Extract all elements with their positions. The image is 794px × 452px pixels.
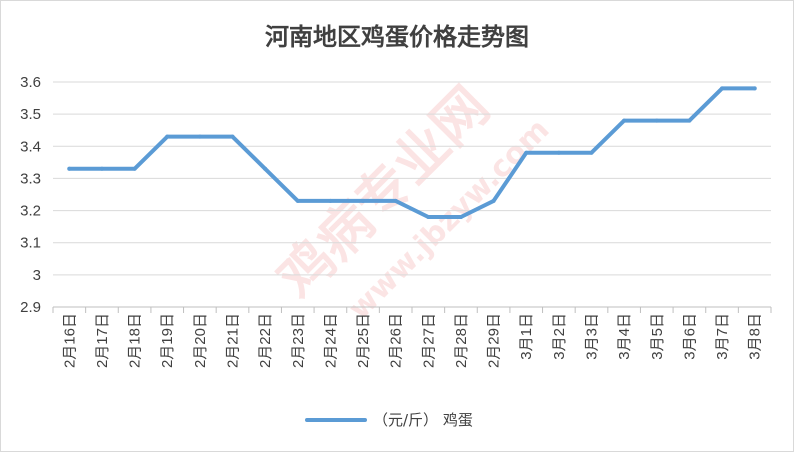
x-tick-label: 3月6日 [681,313,698,360]
chart-title: 河南地区鸡蛋价格走势图 [265,22,529,51]
y-tick-label: 3.3 [20,170,41,187]
data-point [687,118,692,123]
x-tick-label: 2月23日 [290,313,307,368]
x-tick-label: 2月20日 [192,313,209,368]
data-point [622,118,627,123]
data-point [361,198,366,203]
data-point [295,198,300,203]
x-tick-label: 3月1日 [518,313,535,360]
data-point [524,150,529,155]
x-tick-label: 3月8日 [747,313,764,360]
series-layer [67,86,757,219]
data-point [328,198,333,203]
x-tick-label: 2月27日 [420,313,437,368]
y-tick-label: 3 [33,267,41,284]
x-tick-label: 3月5日 [649,313,666,360]
data-point [458,215,463,219]
x-tick-label: 2月18日 [127,313,144,368]
y-tick-label: 3.2 [20,203,41,220]
data-point [654,118,659,123]
data-point [426,215,431,219]
x-tick-label: 2月17日 [94,313,111,368]
data-point [752,86,757,91]
legend-label: （元/斤） 鸡蛋 [373,411,473,429]
data-point [263,166,268,171]
x-tick-label: 3月4日 [616,313,633,360]
data-point [230,134,235,139]
y-tick-label: 3.1 [20,235,41,252]
x-tick-label: 2月29日 [486,313,503,368]
x-tick-label: 3月7日 [714,313,731,360]
data-point [491,198,496,203]
data-point [99,166,104,171]
data-point [720,86,725,91]
data-point [165,134,170,139]
x-tick-label: 2月25日 [355,313,372,368]
x-tick-label: 2月21日 [225,313,242,368]
x-tick-label: 3月2日 [551,313,568,360]
data-point [132,166,137,171]
data-point [197,134,202,139]
y-tick-label: 2.9 [20,299,41,316]
series-line [67,86,757,219]
data-point [393,198,398,203]
y-axis: 3.6 3.5 3.4 3.3 3.2 3.1 3 2.9 [20,74,41,316]
x-tick-label: 2月19日 [159,313,176,368]
y-tick-label: 3.6 [20,74,41,91]
x-tick-label: 2月26日 [388,313,405,368]
data-point [556,150,561,155]
x-tick-label: 3月3日 [584,313,601,360]
legend: （元/斤） 鸡蛋 [305,411,473,429]
x-tick-label: 2月16日 [61,313,78,368]
y-tick-label: 3.4 [20,138,41,155]
data-point [67,166,72,171]
data-point [589,150,594,155]
x-tick-label: 2月24日 [322,313,339,368]
x-tick-label: 2月28日 [453,313,470,368]
y-tick-label: 3.5 [20,106,41,123]
x-tick-label: 2月22日 [257,313,274,368]
x-axis: 2月16日 2月17日 2月18日 2月19日 2月20日 2月21日 2月22日 2月23日… [52,306,772,368]
